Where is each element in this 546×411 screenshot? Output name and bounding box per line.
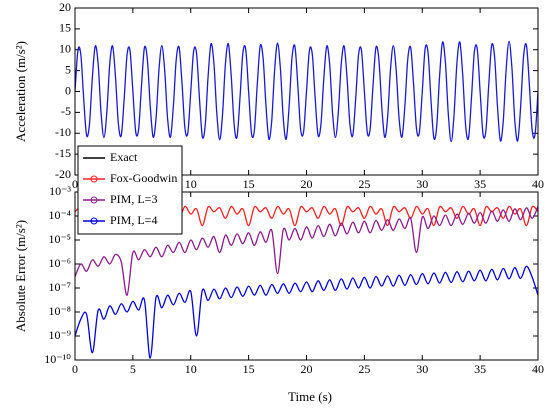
x-tick-label: 30 xyxy=(416,177,428,191)
y-tick-label: 10⁻¹⁰ xyxy=(44,352,71,366)
y-tick-label: -20 xyxy=(55,167,71,181)
x-tick-label: 0 xyxy=(72,177,78,191)
x-tick-label: 40 xyxy=(532,177,544,191)
y-axis-label: Acceleration (m/s²) xyxy=(13,41,28,142)
legend-label: Fox-Goodwin xyxy=(110,171,177,185)
y-tick-label: -5 xyxy=(61,104,71,118)
y-tick-label: 10⁻⁴ xyxy=(48,208,71,222)
y-tick-label: 15 xyxy=(59,21,71,35)
legend-marker xyxy=(90,217,98,225)
legend-box xyxy=(77,145,183,235)
x-tick-label: 35 xyxy=(474,362,486,376)
x-tick-label: 20 xyxy=(301,362,313,376)
x-tick-label: 20 xyxy=(301,177,313,191)
x-axis-label: Time (s) xyxy=(288,389,332,404)
x-tick-label: 10 xyxy=(185,177,197,191)
x-tick-label: 35 xyxy=(474,177,486,191)
y-tick-label: 10⁻⁵ xyxy=(48,232,71,246)
y-axis-label: Absolute Error (m/s²) xyxy=(13,220,28,332)
plot-frame xyxy=(74,7,539,176)
x-tick-label: 5 xyxy=(130,362,136,376)
y-tick-label: 10⁻⁹ xyxy=(48,328,71,342)
x-tick-label: 0 xyxy=(72,362,78,376)
x-tick-label: 25 xyxy=(358,177,370,191)
y-tick-label: -10 xyxy=(55,125,71,139)
y-tick-label: 10⁻⁷ xyxy=(48,280,71,294)
y-tick-label: 20 xyxy=(59,0,71,14)
y-tick-label: 10⁻³ xyxy=(49,184,71,198)
x-tick-label: 10 xyxy=(185,362,197,376)
plot-frame xyxy=(74,191,539,361)
legend-label: PIM, L=3 xyxy=(110,192,157,206)
x-tick-label: 25 xyxy=(358,362,370,376)
y-tick-label: -15 xyxy=(55,146,71,160)
series-line xyxy=(75,265,538,359)
x-tick-label: 15 xyxy=(243,177,255,191)
x-tick-label: 15 xyxy=(243,362,255,376)
series-line xyxy=(75,40,538,143)
legend-marker xyxy=(90,175,98,183)
legend-label: Exact xyxy=(110,150,138,164)
y-tick-label: 10 xyxy=(59,42,71,56)
x-tick-label: 30 xyxy=(416,362,428,376)
y-tick-label: 10⁻⁶ xyxy=(48,256,71,270)
y-tick-label: 0 xyxy=(65,83,71,97)
legend-marker xyxy=(90,196,98,204)
x-tick-label: 40 xyxy=(532,362,544,376)
y-tick-label: 5 xyxy=(65,62,71,76)
y-tick-label: 10⁻⁸ xyxy=(48,304,71,318)
legend-label: PIM, L=4 xyxy=(110,213,157,227)
series-line xyxy=(75,206,538,296)
